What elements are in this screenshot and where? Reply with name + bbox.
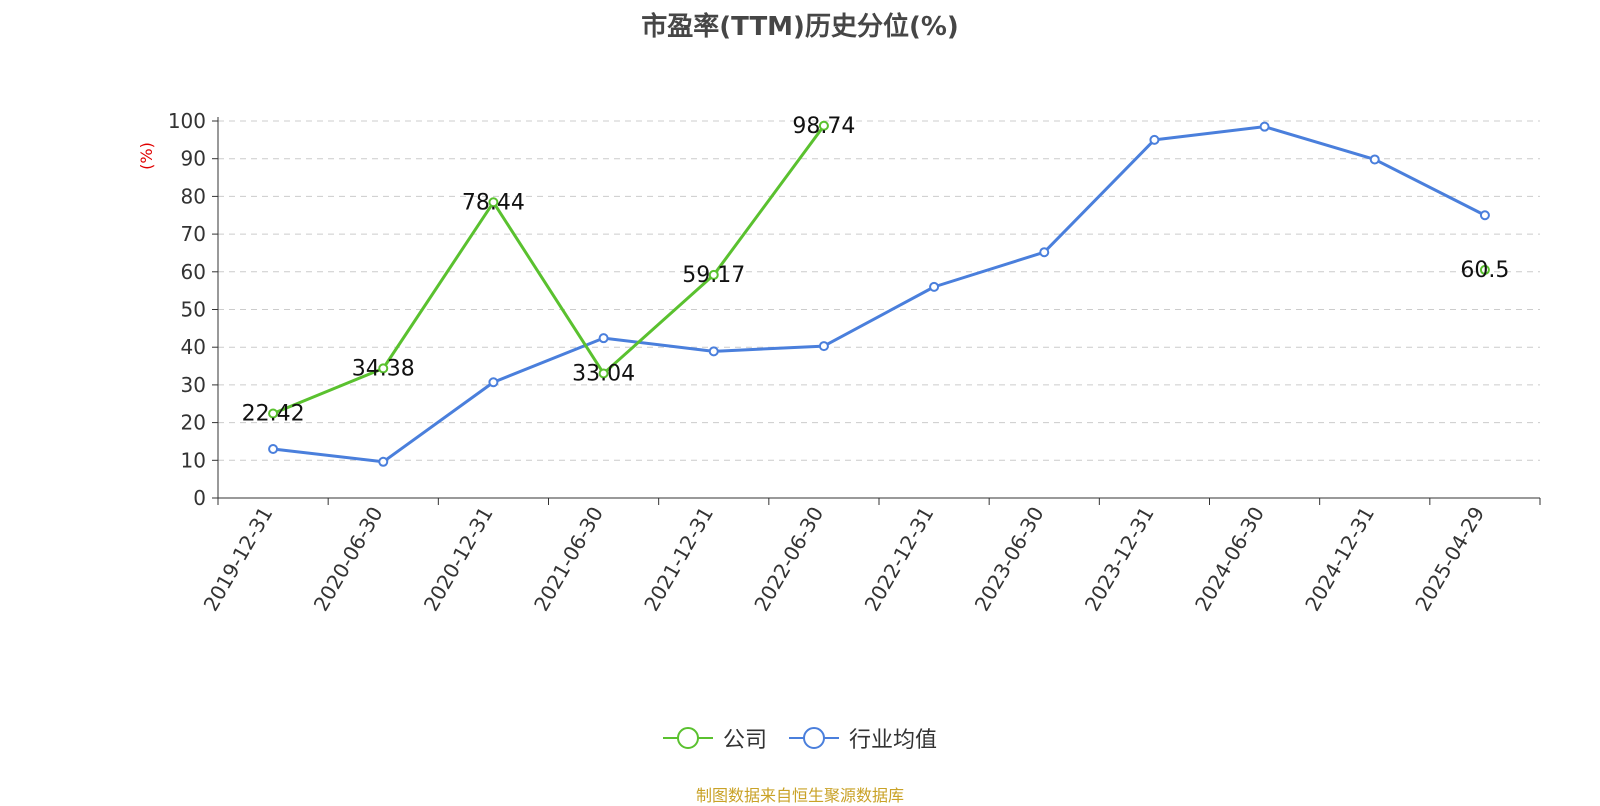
data-point: [818, 120, 829, 131]
x-tick-label: 2021-12-31: [639, 503, 718, 616]
data-label: 98.74: [792, 114, 855, 139]
y-tick-label: 50: [181, 298, 206, 322]
data-source-note: 制图数据来自恒生聚源数据库: [695, 786, 904, 805]
chart-title: 市盈率(TTM)历史分位(%): [641, 12, 959, 42]
data-label: 34.38: [352, 356, 415, 381]
legend: 公司 行业均值: [0, 722, 1600, 754]
data-point: [708, 269, 719, 280]
y-tick-label: 70: [181, 222, 206, 246]
x-tick-label: 2024-06-30: [1190, 503, 1269, 616]
data-point: [598, 368, 609, 379]
data-label: 59.17: [682, 263, 745, 288]
series-line-0: [273, 126, 1485, 414]
grid-lines: [218, 120, 1540, 461]
y-tick-label: 90: [181, 147, 206, 171]
legend-marker-industry-avg-icon: [789, 727, 839, 749]
x-tick-label: 2019-12-31: [199, 503, 278, 616]
y-tick-label: 100: [168, 109, 206, 133]
data-point: [1369, 154, 1380, 165]
y-tick-label: 10: [181, 448, 206, 472]
data-point: [268, 408, 279, 419]
y-tick-label: 30: [181, 373, 206, 397]
data-point: [268, 443, 279, 454]
data-point: [598, 333, 609, 344]
x-tick-label: 2025-04-29: [1410, 503, 1489, 616]
y-tick-label: 20: [181, 411, 206, 435]
legend-marker-company-icon: [662, 727, 713, 749]
y-tick-label: 0: [193, 486, 206, 510]
data-point: [818, 341, 829, 352]
data-label: 78.44: [462, 190, 525, 215]
x-tick-label: 2022-06-30: [749, 503, 828, 616]
data-label: 22.42: [242, 401, 305, 426]
legend-label-company: 公司: [722, 728, 767, 753]
series-line-1: [272, 125, 1486, 464]
x-tick-label: 2023-06-30: [970, 503, 1049, 616]
data-point: [1259, 121, 1270, 132]
x-tick-label: 2021-06-30: [529, 503, 608, 616]
data-point: [378, 456, 389, 467]
data-point: [1149, 134, 1160, 145]
data-label: 60.5: [1460, 258, 1509, 283]
series: [268, 120, 1490, 467]
y-tick-label: 60: [181, 260, 206, 284]
data-point: [929, 281, 940, 292]
data-labels: 22.42 34.38 78.44 33.04 59.17 98.74 60.5: [242, 114, 1510, 427]
data-point: [708, 346, 719, 357]
data-point: [1479, 264, 1490, 275]
data-point: [1479, 210, 1490, 221]
y-tick-label: 40: [181, 335, 206, 359]
x-tick-label: 2020-12-31: [419, 502, 498, 615]
x-tick-label: 2022-12-31: [860, 502, 939, 615]
x-tick-label: 2024-12-31: [1300, 503, 1379, 616]
y-axis-label: (%): [137, 142, 156, 170]
data-point: [488, 197, 499, 208]
legend-item-industry-avg[interactable]: 行业均值: [789, 722, 937, 754]
data-point: [1039, 247, 1050, 258]
y-tick-label: 80: [181, 184, 206, 208]
data-label: 33.04: [572, 361, 635, 386]
x-tick-label: 2020-06-30: [309, 503, 388, 616]
x-tick-label: 2023-12-31: [1080, 503, 1159, 616]
legend-item-company[interactable]: 公司: [662, 722, 767, 754]
data-point: [378, 363, 389, 374]
legend-label-industry-avg: 行业均值: [849, 728, 938, 753]
data-point: [488, 377, 499, 388]
